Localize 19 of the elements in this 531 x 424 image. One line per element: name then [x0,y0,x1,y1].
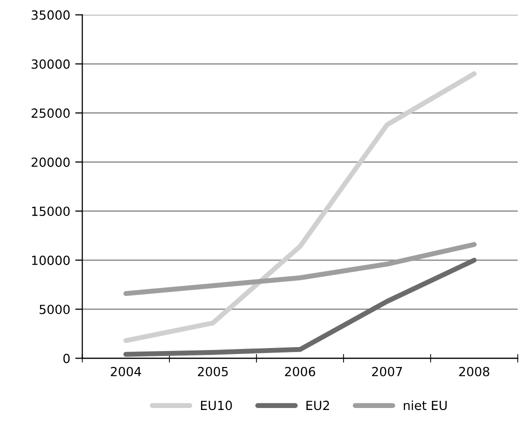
line-series [123,242,477,296]
legend-label: niet EU [404,400,447,410]
y-tick-label: 0 [63,354,70,364]
line-series [123,258,477,357]
y-tick-label: 35000 [32,10,70,20]
x-tick-label: 2007 [372,366,402,376]
y-tick-label: 20000 [32,158,70,167]
y-tick-label: 30000 [32,59,70,69]
line-series [123,71,477,344]
y-tick-label: 10000 [32,256,70,266]
x-tick-label: 2006 [285,366,316,376]
legend-label: EU2 [306,400,329,410]
y-tick-label: 25000 [32,108,70,118]
x-tick-label: 2008 [459,366,490,376]
legend-label: EU10 [201,400,232,410]
x-tick-label: 2004 [110,366,142,376]
y-tick-label: 5000 [40,304,70,314]
y-tick-label: 15000 [32,206,70,216]
x-tick-label: 2005 [198,366,228,376]
